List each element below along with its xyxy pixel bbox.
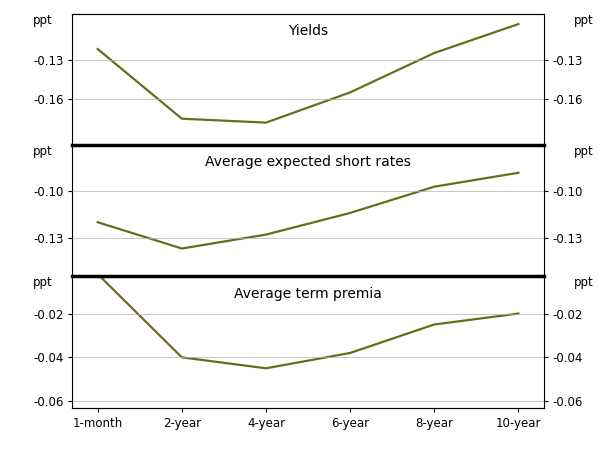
Text: ppt: ppt: [574, 276, 594, 289]
Text: ppt: ppt: [33, 14, 52, 27]
Text: ppt: ppt: [574, 14, 594, 27]
Text: ppt: ppt: [33, 276, 52, 289]
Text: ppt: ppt: [574, 145, 594, 158]
Text: Yields: Yields: [288, 24, 328, 38]
Text: Average expected short rates: Average expected short rates: [205, 155, 411, 169]
Text: ppt: ppt: [33, 145, 52, 158]
Text: Average term premia: Average term premia: [234, 287, 382, 301]
